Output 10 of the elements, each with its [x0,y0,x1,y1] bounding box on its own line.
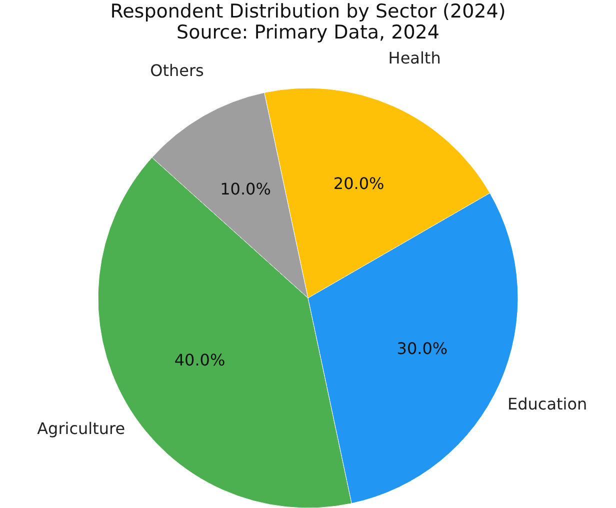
chart-subtitle: Source: Primary Data, 2024 [176,22,440,44]
data-label: 40.0% [174,350,226,370]
slice-label: Agriculture [37,419,126,438]
slice-label: Others [150,61,204,80]
data-label: 10.0% [220,180,271,199]
slice-label: Education [508,394,588,414]
data-label: 30.0% [396,338,448,358]
slice-label: Health [388,48,441,68]
data-label: 20.0% [333,174,384,193]
chart-title: Respondent Distribution by Sector (2024) [110,0,506,23]
